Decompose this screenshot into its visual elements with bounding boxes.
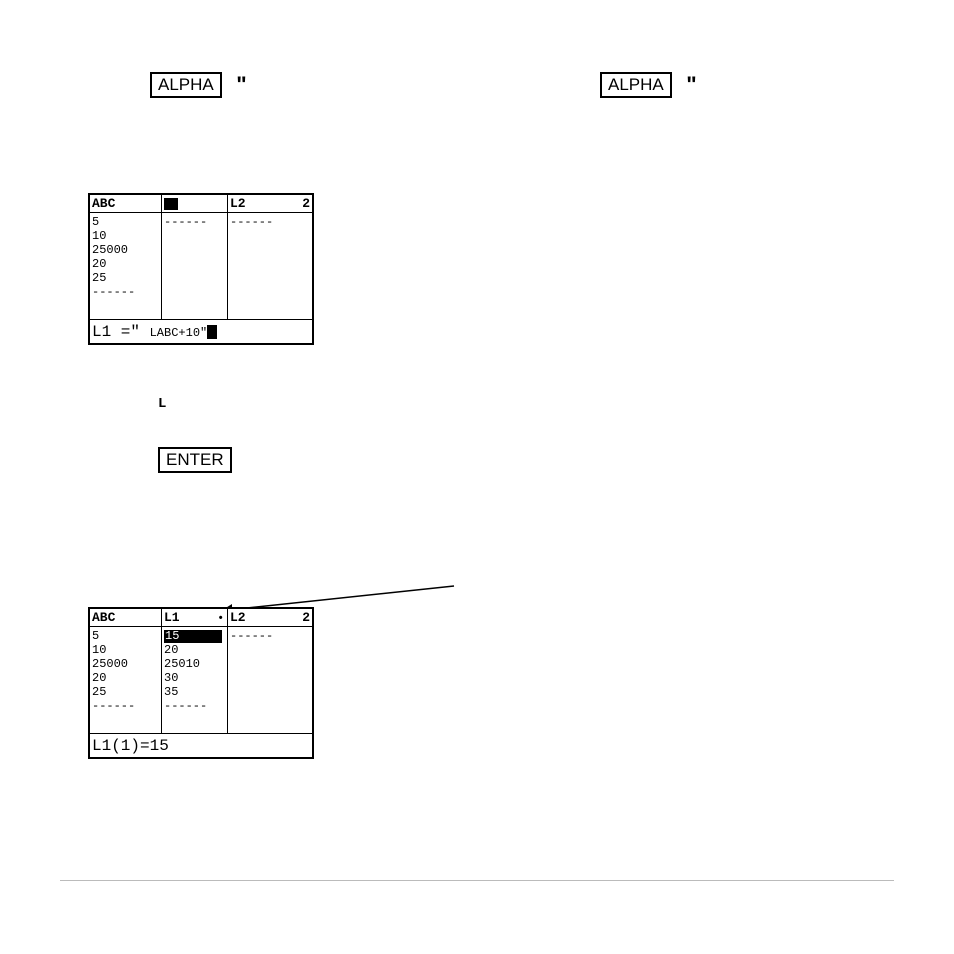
cell: 10	[92, 643, 161, 657]
lcd1-footer-prefix: L1 ="	[92, 323, 150, 341]
selected-value: 15	[164, 630, 222, 643]
alpha-key-quote-right: ALPHA "	[600, 72, 697, 98]
cell: 20	[162, 643, 227, 657]
cell: 35	[162, 685, 227, 699]
lcd2-footer-text: L1(1)=15	[92, 737, 169, 755]
cell: 5	[92, 215, 161, 229]
lcd1-col-a: 5 10 25000 20 25 ------	[90, 213, 162, 319]
cell-selected: 15	[162, 629, 227, 643]
lcd2-footer: L1(1)=15	[90, 733, 312, 757]
alpha-key: ALPHA	[150, 72, 222, 98]
lcd1-header-c-left: L2	[230, 196, 246, 211]
cell: 25000	[92, 657, 161, 671]
lcd1-body: 5 10 25000 20 25 ------ ------ ------	[90, 213, 312, 319]
cell: 25	[92, 271, 161, 285]
cursor-icon	[207, 325, 217, 339]
lcd1-header: ABC L2 2	[90, 195, 312, 213]
alpha-key-quote-left: ALPHA "	[150, 72, 247, 98]
quote-symbol: "	[236, 72, 246, 98]
cell: 20	[92, 671, 161, 685]
cell: 20	[92, 257, 161, 271]
cell-dashes: ------	[162, 699, 227, 713]
enter-key: ENTER	[158, 447, 232, 473]
lock-indicator-icon: •	[217, 610, 224, 626]
lcd2-header-b-left: L1	[164, 610, 180, 625]
cell-dashes: ------	[164, 215, 227, 229]
lcd2-col-c: ------	[228, 627, 312, 733]
list-symbol-l: L	[158, 396, 166, 412]
cell: 10	[92, 229, 161, 243]
divider-line	[60, 880, 894, 881]
lcd1-header-col-a: ABC	[90, 195, 162, 212]
cell: 25	[92, 685, 161, 699]
cell-dashes: ------	[230, 215, 312, 229]
quote-symbol: "	[686, 72, 696, 98]
lcd1-footer-mid: LABC+10"	[150, 326, 208, 340]
lcd2-header-c-left: L2	[230, 610, 246, 625]
enter-key-block: ENTER	[158, 447, 232, 473]
cell-dashes: ------	[92, 699, 161, 713]
cell: 25010	[162, 657, 227, 671]
calculator-screen-1: ABC L2 2 5 10 25000 20 25 ------ ------	[88, 193, 314, 345]
inverse-cursor-icon	[164, 198, 178, 210]
cell: 5	[92, 629, 161, 643]
lcd2-header: ABC L1 • L2 2	[90, 609, 312, 627]
lcd1-header-col-b	[162, 195, 228, 212]
calculator-screen-2: ABC L1 • L2 2 5 10 25000 20 25 ------ 15…	[88, 607, 314, 759]
lcd1-col-b: ------	[162, 213, 228, 319]
lcd2-header-col-b: L1 •	[162, 609, 228, 626]
lcd1-header-c-right: 2	[302, 195, 310, 212]
lcd2-header-col-c: L2 2	[228, 609, 312, 626]
alpha-key: ALPHA	[600, 72, 672, 98]
cell-dashes: ------	[92, 285, 161, 299]
lcd2-body: 5 10 25000 20 25 ------ 15 20 25010 30 3…	[90, 627, 312, 733]
lcd1-col-c: ------	[228, 213, 312, 319]
lcd1-footer: L1 =" LABC+10"	[90, 319, 312, 343]
lcd1-header-col-c: L2 2	[228, 195, 312, 212]
lcd2-header-col-a: ABC	[90, 609, 162, 626]
cell: 25000	[92, 243, 161, 257]
cell-dashes: ------	[230, 629, 312, 643]
cell: 30	[162, 671, 227, 685]
lcd2-header-c-right: 2	[302, 609, 310, 626]
lcd2-col-b: 15 20 25010 30 35 ------	[162, 627, 228, 733]
lcd2-col-a: 5 10 25000 20 25 ------	[90, 627, 162, 733]
